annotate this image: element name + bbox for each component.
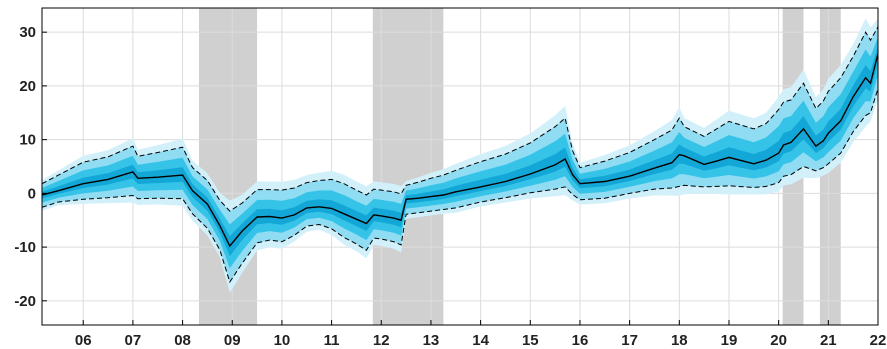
series-lines [42, 26, 878, 284]
x-tick-label: 21 [820, 332, 837, 349]
x-tick-label: 13 [423, 332, 440, 349]
x-tick-label: 12 [373, 332, 390, 349]
x-tick-label: 19 [721, 332, 738, 349]
x-tick-label: 18 [671, 332, 688, 349]
fan-band-inner [42, 37, 878, 269]
x-tick-label: 17 [621, 332, 638, 349]
x-tick-label: 08 [174, 332, 191, 349]
x-tick-label: 06 [75, 332, 92, 349]
lower-bound-line [42, 88, 878, 284]
y-tick-label: -10 [14, 239, 36, 256]
x-tick-label: 07 [125, 332, 142, 349]
x-tick-label: 22 [870, 332, 887, 349]
y-tick-label: 20 [19, 78, 36, 95]
median-line [42, 53, 878, 248]
x-tick-label: 15 [522, 332, 539, 349]
x-tick-label: 20 [770, 332, 787, 349]
plot-frame [41, 7, 879, 326]
x-tick-label: 16 [572, 332, 589, 349]
y-tick-label: -20 [14, 293, 36, 310]
y-axis-ticks: -20 -10 0 10 20 30 [14, 24, 47, 310]
shaded-period [372, 8, 444, 325]
x-tick-label: 14 [472, 332, 489, 349]
x-tick-label: 11 [324, 332, 340, 349]
x-axis-ticks: 06 07 08 09 10 11 12 13 14 15 16 17 18 19 20 21 22 [75, 320, 886, 349]
x-tick-label: 09 [224, 332, 241, 349]
upper-bound-line [42, 26, 878, 212]
y-tick-label: 30 [19, 24, 36, 41]
y-tick-label: 0 [28, 185, 36, 202]
y-tick-label: 10 [19, 132, 36, 149]
fan-bands [42, 18, 878, 293]
x-tick-label: 10 [274, 332, 291, 349]
